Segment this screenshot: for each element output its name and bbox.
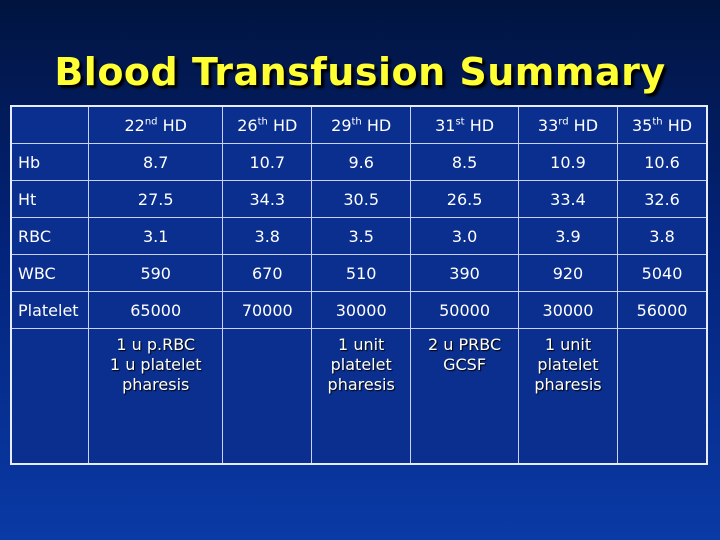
table-cell: 10.6 [617,143,708,181]
table-row: WBC 590 670 510 390 920 5040 [10,254,708,292]
transfusion-cell [222,328,313,465]
table-cell: 3.5 [311,217,412,255]
transfusion-line: GCSF [443,355,487,374]
table-cell: 26.5 [410,180,519,218]
table-cell: 33.4 [517,180,619,218]
table-cell: 30000 [311,291,412,329]
transfusion-cell [617,328,708,465]
row-label: Ht [10,180,89,218]
transfusion-line: pharesis [122,375,190,394]
table-cell: 34.3 [222,180,313,218]
transfusion-cell: 1 unit platelet pharesis [311,328,412,465]
column-header: 35th HD [617,105,708,144]
table-cell: 590 [87,254,224,292]
row-label: Platelet [10,291,89,329]
transfusion-line: 2 u PRBC [428,335,502,354]
transfusion-row-label [10,328,89,465]
table-cell: 30.5 [311,180,412,218]
transfusion-cell: 2 u PRBC GCSF [410,328,519,465]
transfusion-cell: 1 unit platelet pharesis [517,328,619,465]
table-cell: 32.6 [617,180,708,218]
column-header: 26th HD [222,105,313,144]
header-row: 22nd HD 26th HD 29th HD 31st HD 33rd HD … [10,105,708,144]
table-cell: 65000 [87,291,224,329]
table-cell: 5040 [617,254,708,292]
table-row: Platelet 65000 70000 30000 50000 30000 5… [10,291,708,329]
table-cell: 8.5 [410,143,519,181]
table-cell: 390 [410,254,519,292]
row-label: WBC [10,254,89,292]
table-row: RBC 3.1 3.8 3.5 3.0 3.9 3.8 [10,217,708,255]
transfusion-line: 1 unit [544,335,592,354]
transfusion-cell: 1 u p.RBC 1 u platelet pharesis [87,328,224,465]
column-header: 22nd HD [87,105,224,144]
table-cell: 27.5 [87,180,224,218]
table-cell: 8.7 [87,143,224,181]
column-header: 29th HD [311,105,412,144]
transfusion-line: pharesis [327,375,395,394]
transfusion-line: 1 u p.RBC [116,335,196,354]
table-cell: 3.8 [222,217,313,255]
table-cell: 670 [222,254,313,292]
column-header: 31st HD [410,105,519,144]
transfusion-line: 1 unit [338,335,385,354]
table-cell: 3.9 [517,217,619,255]
table-cell: 3.8 [617,217,708,255]
table-cell: 3.0 [410,217,519,255]
table-row: Ht 27.5 34.3 30.5 26.5 33.4 32.6 [10,180,708,218]
column-header: 33rd HD [517,105,619,144]
row-label: Hb [10,143,89,181]
table-cell: 510 [311,254,412,292]
transfusion-line: 1 u platelet [109,355,202,374]
transfusion-line: pharesis [534,375,602,394]
transfusion-row: 1 u p.RBC 1 u platelet pharesis 1 unit p… [10,328,708,465]
table-cell: 3.1 [87,217,224,255]
table-cell: 70000 [222,291,313,329]
transfusion-line: platelet [330,355,392,374]
table-cell: 30000 [517,291,619,329]
corner-cell [10,105,89,144]
row-label: RBC [10,217,89,255]
transfusion-table: 22nd HD 26th HD 29th HD 31st HD 33rd HD … [10,105,708,465]
transfusion-line: platelet [537,355,599,374]
table-cell: 50000 [410,291,519,329]
table-cell: 920 [517,254,619,292]
table-cell: 10.9 [517,143,619,181]
table-cell: 56000 [617,291,708,329]
slide-title: Blood Transfusion Summary [54,50,666,94]
table-cell: 9.6 [311,143,412,181]
table-cell: 10.7 [222,143,313,181]
table-row: Hb 8.7 10.7 9.6 8.5 10.9 10.6 [10,143,708,181]
